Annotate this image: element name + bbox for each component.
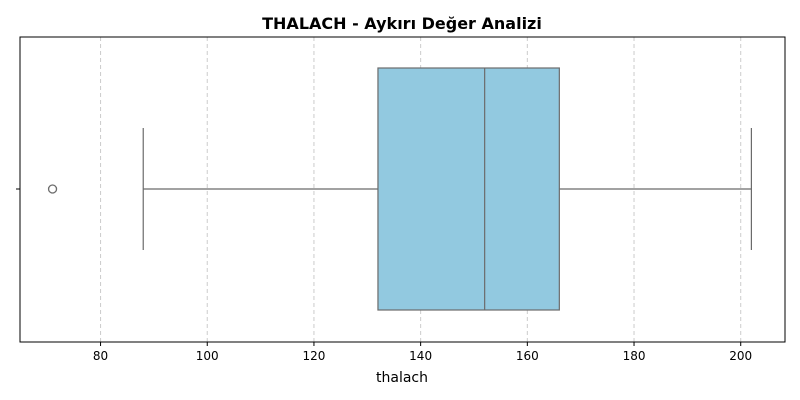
x-tick-label-120: 120: [302, 349, 325, 363]
x-axis: 80 100 120 140 160 180 200: [93, 342, 752, 363]
outlier-point-0: [47, 184, 58, 194]
x-tick-label-80: 80: [93, 349, 108, 363]
chart-title: THALACH - Aykırı Değer Analizi: [262, 14, 542, 33]
x-tick-label-160: 160: [516, 349, 539, 363]
x-tick-label-140: 140: [409, 349, 432, 363]
iqr-box: [377, 67, 560, 311]
x-tick-label-200: 200: [729, 349, 752, 363]
plot-area: [47, 67, 752, 311]
x-axis-label: thalach: [376, 370, 428, 386]
x-tick-label-100: 100: [196, 349, 219, 363]
x-tick-label-180: 180: [623, 349, 646, 363]
